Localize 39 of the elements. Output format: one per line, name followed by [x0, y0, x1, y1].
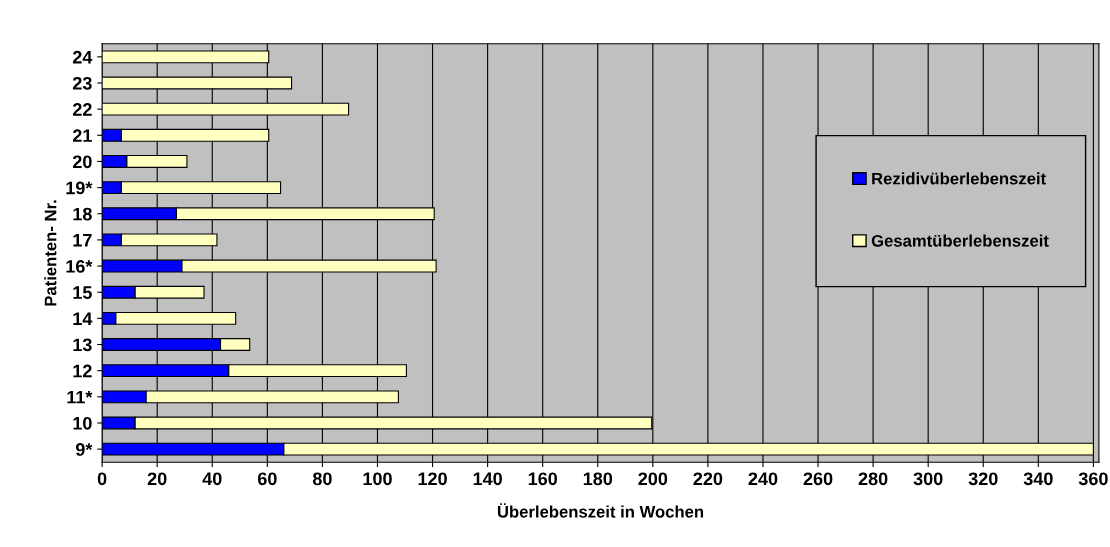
- x-tick-label: 340: [1023, 472, 1053, 486]
- legend-label: Gesamtüberlebenszeit: [871, 234, 1049, 247]
- x-tick-label: 140: [473, 472, 502, 486]
- y-tick-label: 20: [72, 155, 92, 169]
- y-tick-label: 19*: [66, 181, 93, 195]
- x-tick-label: 180: [583, 472, 613, 486]
- x-tick-label: 280: [858, 472, 888, 486]
- y-tick-label: 16*: [66, 260, 93, 273]
- y-tick-label: 14: [73, 312, 93, 325]
- x-tick-label: 60: [257, 472, 277, 486]
- x-tick-label: 160: [528, 472, 558, 486]
- y-tick-label: 12: [73, 364, 92, 378]
- x-tick-label: 240: [748, 472, 778, 486]
- x-tick-label: 20: [147, 472, 167, 486]
- y-tick-label: 23: [72, 76, 92, 90]
- x-tick-label: 220: [693, 472, 723, 486]
- x-tick-label: 260: [803, 472, 833, 486]
- y-tick-label: 13: [73, 338, 92, 352]
- x-tick-label: 120: [418, 472, 447, 486]
- y-tick-label: 10: [73, 416, 92, 430]
- y-tick-label: 18: [73, 207, 92, 221]
- x-tick-label: 80: [312, 472, 332, 486]
- y-axis-title: Patienten- Nr.: [44, 200, 57, 306]
- legend-label: Rezidivüberlebenszeit: [872, 172, 1046, 185]
- y-tick-label: 24: [72, 50, 93, 64]
- y-tick-label: 17: [73, 234, 92, 247]
- x-tick-label: 40: [202, 472, 222, 486]
- y-tick-label: 22: [72, 103, 92, 116]
- y-tick-label: 15: [73, 286, 92, 299]
- y-tick-label: 21: [72, 129, 92, 142]
- x-tick-label: 320: [968, 472, 998, 486]
- x-tick-label: 200: [638, 472, 668, 486]
- y-tick-label: 11*: [67, 390, 93, 404]
- x-tick-label: 0: [97, 472, 107, 486]
- x-tick-label: 100: [363, 472, 392, 486]
- x-axis-title: Überlebenszeit in Wochen: [497, 503, 704, 518]
- x-tick-label: 360: [1078, 472, 1108, 486]
- x-tick-label: 300: [913, 472, 943, 486]
- y-tick-label: 9*: [75, 443, 93, 456]
